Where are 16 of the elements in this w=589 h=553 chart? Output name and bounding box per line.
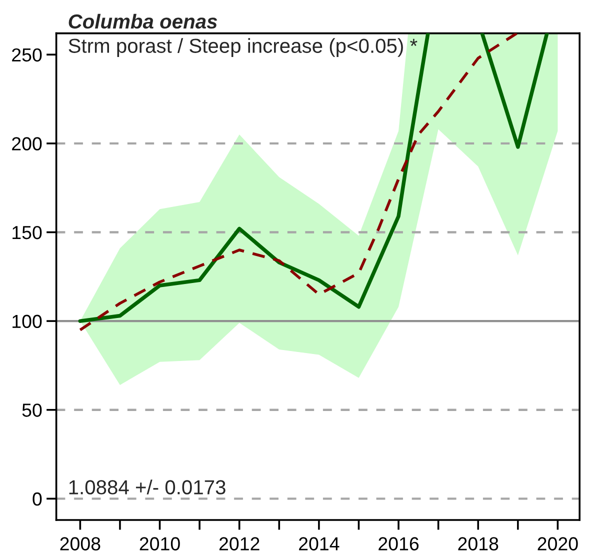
x-tick-label: 2014 [299,537,340,550]
y-tick-label: 100 [12,314,42,328]
y-tick-label: 200 [12,137,42,150]
x-tick-label: 2012 [219,537,260,550]
y-tick-label: 50 [22,404,42,417]
x-tick-label: 2020 [538,537,578,550]
x-tick-label: 2016 [378,537,419,550]
x-tick-label: 2018 [458,537,498,550]
y-tick-label: 0 [32,492,42,506]
annotation: Strm porast / Steep increase (p<0.05) * [68,38,418,57]
chart-title: Columba oenas [68,14,218,29]
annotation: 1.0884 +/- 0.0173 [69,480,226,494]
y-tick-label: 250 [12,48,42,62]
x-tick-label: 2010 [140,537,180,550]
x-tick-label: 2008 [60,537,100,550]
y-tick-label: 150 [12,226,42,240]
